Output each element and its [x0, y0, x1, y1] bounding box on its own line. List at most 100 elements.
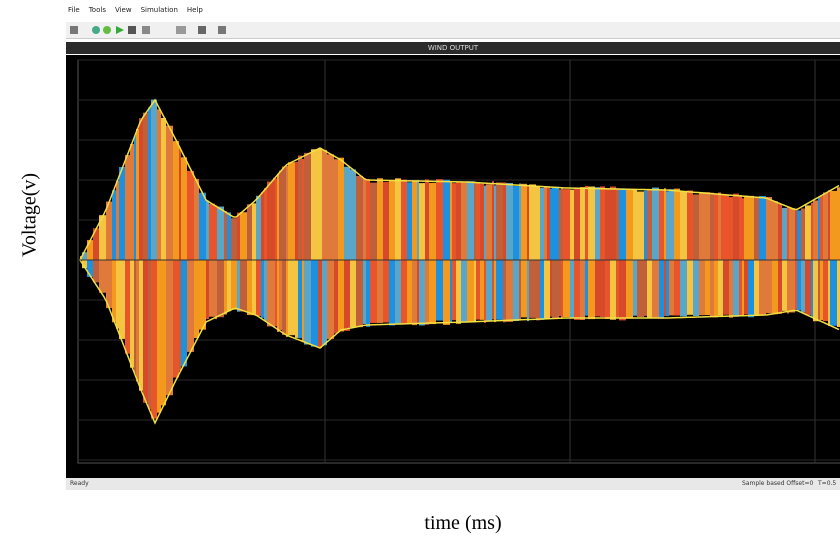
signal-stripe	[580, 260, 585, 320]
signal-stripe	[484, 186, 486, 260]
signal-stripe	[721, 260, 723, 316]
signal-stripe	[652, 260, 659, 318]
signal-stripe	[659, 190, 664, 260]
signal-stripe	[595, 187, 600, 260]
menu-item[interactable]: View	[115, 6, 132, 14]
signal-stripe	[637, 260, 644, 317]
status-bar: Ready Sample based Offset=0 T=0.5	[66, 478, 840, 490]
signal-stripe	[311, 149, 318, 260]
icon[interactable]	[92, 26, 100, 34]
signal-stripe	[570, 190, 574, 260]
signal-stripe	[521, 184, 527, 260]
signal-stripe	[261, 192, 264, 260]
signal-stripe	[256, 196, 261, 260]
signal-stripe	[480, 184, 484, 260]
icon[interactable]	[116, 26, 124, 34]
signal-stripe	[425, 179, 429, 260]
signal-stripe	[813, 260, 818, 321]
menu-bar: File Tools View Simulation Help	[68, 6, 203, 14]
signal-stripe	[277, 174, 279, 260]
signal-stripe	[116, 260, 119, 329]
signal-stripe	[710, 193, 714, 260]
signal-stripe	[705, 260, 710, 315]
signal-stripe	[547, 186, 550, 260]
signal-stripe	[484, 260, 486, 323]
icon[interactable]	[198, 26, 206, 34]
menu-item[interactable]: Tools	[89, 6, 106, 14]
signal-stripe	[652, 188, 659, 260]
signal-stripe	[429, 260, 436, 324]
status-right: Sample based Offset=0	[742, 478, 813, 490]
signal-stripe	[187, 260, 194, 352]
icon[interactable]	[103, 26, 111, 34]
signal-stripe	[282, 260, 286, 335]
signal-stripe	[407, 260, 412, 324]
signal-stripe	[693, 194, 699, 260]
signal-stripe	[461, 183, 467, 260]
toolbar	[66, 22, 840, 39]
signal-stripe	[231, 260, 237, 310]
signal-stripe	[322, 260, 327, 345]
signal-stripe	[742, 260, 744, 316]
signal-stripe	[318, 260, 322, 348]
signal-stripe	[134, 260, 136, 373]
signal-stripe	[823, 260, 828, 321]
signal-stripe	[797, 260, 801, 310]
menu-item[interactable]: Simulation	[141, 6, 178, 14]
signal-stripe	[130, 144, 134, 260]
signal-stripe	[550, 260, 552, 317]
menu-item[interactable]: File	[68, 6, 80, 14]
menu-item[interactable]: Help	[187, 6, 203, 14]
signal-stripe	[787, 207, 789, 260]
signal-stripe	[148, 107, 151, 260]
icon[interactable]	[142, 26, 150, 34]
signal-stripe	[744, 196, 748, 260]
signal-stripe	[130, 260, 134, 368]
signal-stripe	[744, 260, 748, 314]
signal-stripe	[286, 166, 288, 260]
signal-stripe	[275, 260, 277, 326]
signal-stripe	[506, 260, 513, 322]
icon[interactable]	[128, 26, 136, 34]
signal-stripe	[412, 260, 417, 325]
signal-stripe	[494, 260, 496, 322]
signal-stripe	[674, 189, 680, 260]
signal-stripe	[559, 260, 561, 316]
signal-stripe	[417, 180, 419, 260]
signal-stripe	[217, 260, 224, 317]
signal-stripe	[467, 260, 474, 322]
signal-stripe	[674, 260, 680, 316]
signal-stripe	[733, 260, 739, 317]
signal-stripe	[733, 194, 739, 260]
icon[interactable]	[218, 26, 226, 34]
signal-stripe	[519, 184, 521, 260]
signal-stripe	[680, 260, 687, 316]
signal-stripe	[540, 188, 544, 260]
signal-stripe	[377, 260, 383, 323]
signal-stripe	[766, 197, 772, 260]
signal-stripe	[134, 136, 136, 260]
signal-stripe	[279, 171, 282, 260]
signal-stripe	[350, 260, 356, 327]
signal-stripe	[173, 260, 179, 378]
signal-stripe	[503, 260, 506, 322]
signal-stripe	[610, 187, 616, 260]
icon[interactable]	[176, 26, 186, 34]
signal-stripe	[334, 260, 338, 333]
signal-stripe	[247, 204, 252, 260]
signal-stripe	[298, 156, 302, 260]
signal-stripe	[252, 260, 256, 315]
signal-stripe	[161, 260, 166, 405]
signal-stripe	[789, 208, 795, 260]
signal-stripe	[536, 260, 540, 320]
signal-stripe	[273, 260, 275, 328]
signal-stripe	[264, 260, 267, 321]
icon[interactable]	[70, 26, 78, 34]
signal-stripe	[181, 260, 187, 366]
signal-stripe	[669, 189, 674, 260]
signal-stripe	[600, 186, 605, 260]
signal-stripe	[633, 190, 637, 260]
signal-stripe	[443, 180, 450, 260]
signal-stripe	[112, 260, 116, 322]
signal-stripe	[363, 178, 366, 260]
